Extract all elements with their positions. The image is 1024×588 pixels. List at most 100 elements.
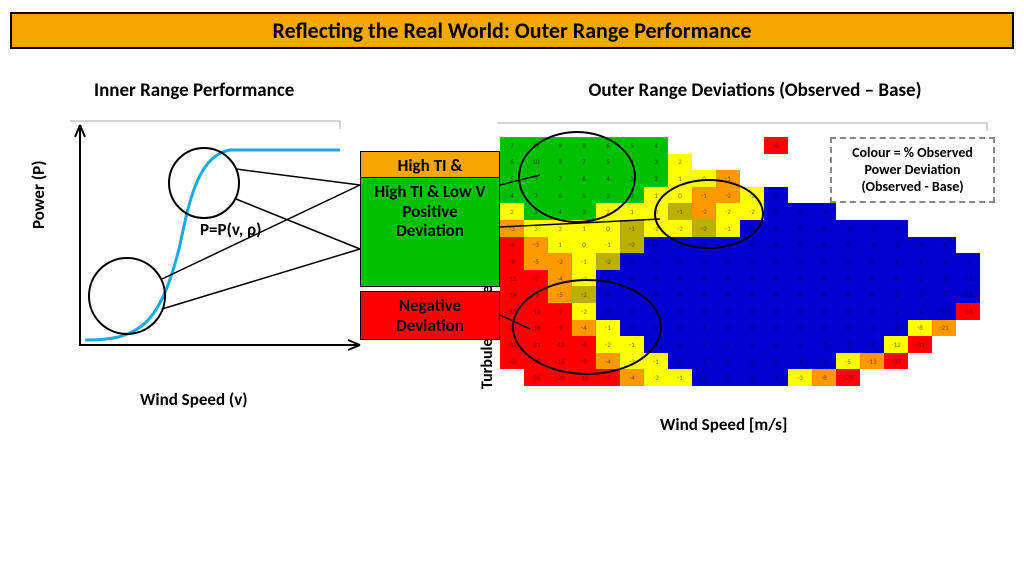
circle-heat-bottom xyxy=(512,279,662,375)
heat-cell xyxy=(956,220,980,237)
heat-cell: 0 xyxy=(764,353,788,370)
heat-cell: 0 xyxy=(668,336,692,353)
heat-cell: -1 xyxy=(572,253,596,270)
heat-cell xyxy=(740,170,764,187)
heat-cell: 0 xyxy=(740,270,764,287)
heat-cell: 0 xyxy=(788,203,812,220)
heat-cell: 0 xyxy=(692,369,716,386)
heat-cell: 0 xyxy=(740,353,764,370)
heat-cell: 0 xyxy=(620,253,644,270)
heat-cell: -4 xyxy=(908,303,932,320)
heat-cell: -5 xyxy=(836,353,860,370)
heat-cell: 0 xyxy=(836,286,860,303)
heat-cell: 0 xyxy=(860,286,884,303)
heat-cell: -2 xyxy=(884,237,908,254)
heat-cell: 1 xyxy=(692,320,716,337)
heat-cell: 0 xyxy=(644,270,668,287)
heat-cell: 0 xyxy=(716,303,740,320)
heat-cell: 0 xyxy=(764,237,788,254)
heat-cell: -8 xyxy=(812,369,836,386)
inner-xlabel: Wind Speed (v) xyxy=(140,389,248,410)
heat-cell xyxy=(836,203,860,220)
heat-cell: 0 xyxy=(764,187,788,204)
heat-cell: -31 xyxy=(956,303,980,320)
heat-cell xyxy=(692,137,716,154)
heat-cell xyxy=(500,369,524,386)
heat-cell xyxy=(908,220,932,237)
heat-cell: 1 xyxy=(692,353,716,370)
heat-cell: 0 xyxy=(836,237,860,254)
heat-cell: 0 xyxy=(860,303,884,320)
heat-cell: 2 xyxy=(668,154,692,171)
heat-cell: 0 xyxy=(836,270,860,287)
heat-cell: -11 xyxy=(500,270,524,287)
heat-cell: -1 xyxy=(884,286,908,303)
heat-cell: -2 xyxy=(908,270,932,287)
circle-heat-topleft xyxy=(518,131,636,223)
heat-cell: 0 xyxy=(692,303,716,320)
inner-title: Inner Range Performance xyxy=(94,79,414,102)
heat-cell: -2 xyxy=(836,336,860,353)
heat-cell: -3 xyxy=(884,220,908,237)
heat-cell: -3 xyxy=(788,369,812,386)
heat-cell: -1 xyxy=(764,369,788,386)
heat-cell: 0 xyxy=(764,220,788,237)
heat-cell: 0 xyxy=(764,303,788,320)
heat-cell: 0 xyxy=(812,286,836,303)
inner-range-section: Inner Range Performance xyxy=(54,79,414,102)
heat-cell xyxy=(932,336,956,353)
heat-cell: 2 xyxy=(644,170,668,187)
heat-cell xyxy=(740,137,764,154)
heat-cell xyxy=(908,353,932,370)
heat-cell xyxy=(932,220,956,237)
heat-cell: 0 xyxy=(836,303,860,320)
heat-cell: 0 xyxy=(740,369,764,386)
heat-cell: 0 xyxy=(644,237,668,254)
heat-cell: -12 xyxy=(884,336,908,353)
circle-knee-top xyxy=(168,147,240,219)
heat-cell: -36 xyxy=(524,369,548,386)
heat-cell xyxy=(788,137,812,154)
heat-cell: 0 xyxy=(812,253,836,270)
heat-cell xyxy=(788,154,812,171)
heat-cell: 0 xyxy=(764,270,788,287)
heat-cell: -1 xyxy=(668,369,692,386)
heat-cell: 0 xyxy=(572,237,596,254)
heat-cell: 0 xyxy=(812,303,836,320)
heat-cell xyxy=(860,369,884,386)
heat-cell: -12 xyxy=(932,303,956,320)
heat-cell xyxy=(884,203,908,220)
heat-cell xyxy=(932,353,956,370)
heat-cell: 0 xyxy=(788,220,812,237)
heat-cell xyxy=(956,237,980,254)
heat-cell: -3 xyxy=(500,220,524,237)
heat-cell: 3 xyxy=(644,154,668,171)
heat-cell: -7 xyxy=(932,286,956,303)
heat-cell: 0 xyxy=(716,369,740,386)
slide-title: Reflecting the Real World: Outer Range P… xyxy=(10,12,1014,49)
heat-cell: -42 xyxy=(500,353,524,370)
heat-cell: 0 xyxy=(668,253,692,270)
heat-cell: -8 xyxy=(764,137,788,154)
heat-cell: 0 xyxy=(740,286,764,303)
heat-cell: 0 xyxy=(716,253,740,270)
heat-cell: -3 xyxy=(908,237,932,254)
heat-cell: 0 xyxy=(860,253,884,270)
outer-title: Outer Range Deviations (Observed – Base) xyxy=(500,79,1010,102)
heat-cell: 0 xyxy=(788,253,812,270)
heat-cell: 0 xyxy=(812,270,836,287)
heat-cell: 0 xyxy=(668,286,692,303)
heat-cell: 0 xyxy=(860,270,884,287)
heat-cell: -1 xyxy=(836,220,860,237)
heat-cell: -22 xyxy=(836,369,860,386)
heat-cell xyxy=(956,336,980,353)
heat-cell: 0 xyxy=(764,320,788,337)
heat-cell xyxy=(740,154,764,171)
annot-negative: Negative Deviation xyxy=(360,291,500,340)
heat-cell: 7 xyxy=(500,137,524,154)
heat-cell: 0 xyxy=(716,320,740,337)
heat-cell xyxy=(788,187,812,204)
heat-cell: 0 xyxy=(764,336,788,353)
heat-cell xyxy=(668,137,692,154)
heat-cell: 0 xyxy=(644,253,668,270)
